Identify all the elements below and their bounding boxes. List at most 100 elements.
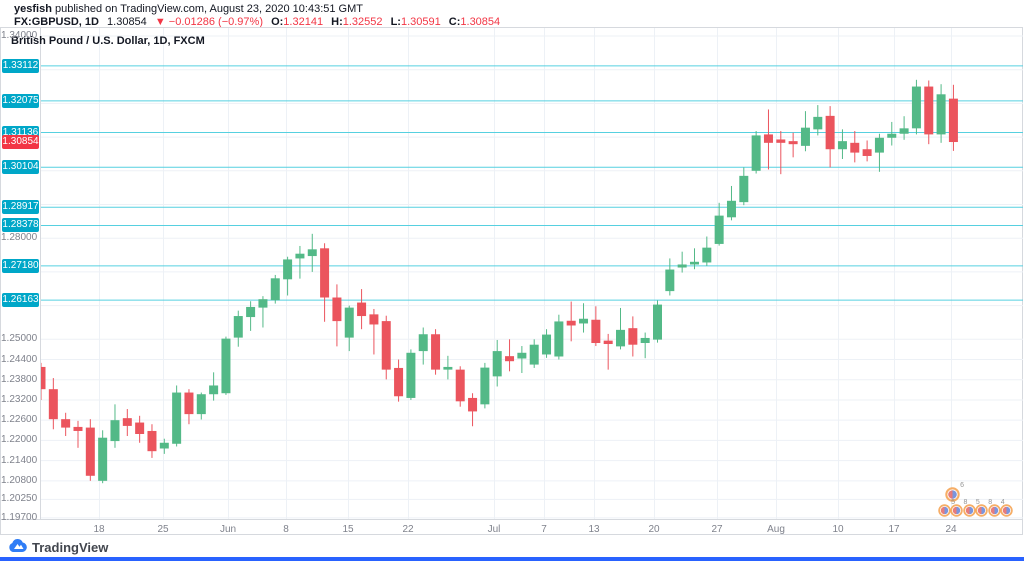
time-axis-tick: 25	[157, 524, 169, 535]
candle-body[interactable]	[369, 314, 379, 325]
candle-body[interactable]	[332, 297, 342, 322]
candle-body[interactable]	[209, 385, 219, 395]
candle-body[interactable]	[825, 115, 835, 150]
candle-body[interactable]	[714, 215, 724, 244]
high-value: 1.32552	[342, 16, 383, 28]
candle-body[interactable]	[850, 142, 860, 153]
candle-body[interactable]	[110, 420, 120, 442]
candle-body[interactable]	[899, 128, 909, 134]
candle-body[interactable]	[258, 299, 268, 308]
candle-body[interactable]	[61, 419, 71, 428]
price-axis-tick: 1.22600	[1, 414, 38, 426]
candle-body[interactable]	[616, 329, 626, 347]
candle-body[interactable]	[159, 442, 169, 449]
candle-body[interactable]	[381, 321, 391, 370]
idea-marker-icon: 5	[963, 499, 980, 517]
close-value: 1.30854	[460, 16, 501, 28]
candle-body[interactable]	[443, 366, 453, 370]
time-axis-tick: 13	[588, 524, 600, 535]
candle-body[interactable]	[418, 334, 428, 352]
idea-marker-icon: 4	[987, 499, 1005, 517]
candle-body[interactable]	[874, 137, 884, 153]
idea-marker-count: 5	[975, 499, 980, 506]
idea-marker-icon	[1000, 504, 1013, 517]
candle-body[interactable]	[468, 397, 478, 412]
candle-body[interactable]	[394, 367, 404, 397]
candle-body[interactable]	[196, 394, 206, 415]
candle-body[interactable]	[529, 344, 539, 365]
candle-body[interactable]	[653, 304, 662, 340]
candle-body[interactable]	[517, 352, 527, 359]
close-label: C:	[448, 16, 461, 28]
candlestick-plot-area[interactable]	[40, 28, 1023, 519]
candle-body[interactable]	[172, 392, 182, 444]
candle-body[interactable]	[948, 98, 958, 143]
candle-body[interactable]	[887, 133, 897, 138]
candle-body[interactable]	[184, 392, 194, 415]
candle-body[interactable]	[307, 249, 317, 257]
high-label: H:	[331, 16, 343, 28]
candle-body[interactable]	[813, 116, 823, 130]
candle-body[interactable]	[924, 86, 934, 135]
candle-body[interactable]	[665, 269, 675, 292]
candle-body[interactable]	[628, 328, 638, 345]
candle-body[interactable]	[936, 94, 946, 135]
candle-body[interactable]	[776, 139, 786, 143]
candle-body[interactable]	[455, 369, 465, 402]
candle-body[interactable]	[270, 278, 280, 301]
candle-body[interactable]	[122, 418, 132, 426]
candle-body[interactable]	[554, 321, 564, 357]
candle-body[interactable]	[788, 141, 798, 145]
candle-body[interactable]	[344, 307, 354, 338]
price-level-label: 1.33112	[2, 58, 39, 73]
candle-body[interactable]	[73, 426, 83, 431]
candle-body[interactable]	[480, 367, 490, 405]
candle-body[interactable]	[357, 302, 367, 317]
candle-body[interactable]	[221, 338, 231, 394]
byline: yesfish published on TradingView.com, Au…	[14, 3, 363, 15]
candle-body[interactable]	[726, 200, 736, 218]
candle-body[interactable]	[283, 259, 293, 280]
time-axis-tick: 20	[648, 524, 660, 535]
tradingview-footer-link[interactable]: TradingView	[8, 537, 108, 557]
candle-body[interactable]	[566, 320, 576, 326]
candle-body[interactable]	[147, 430, 157, 452]
candle-body[interactable]	[640, 337, 650, 344]
candle-body[interactable]	[135, 422, 145, 434]
candle-body[interactable]	[431, 334, 441, 370]
candle-body[interactable]	[492, 351, 502, 377]
candle-body[interactable]	[246, 306, 256, 318]
candle-body[interactable]	[406, 352, 416, 398]
candle-body[interactable]	[40, 366, 46, 390]
candle-body[interactable]	[751, 135, 761, 171]
candle-body[interactable]	[591, 319, 601, 344]
candle-body[interactable]	[233, 316, 243, 338]
price-axis-tick: 1.19700	[1, 511, 38, 523]
tradingview-brand-text: TradingView	[32, 539, 109, 555]
candle-body[interactable]	[579, 318, 589, 324]
idea-marker-count: 8	[988, 499, 993, 506]
price-level-label: 1.26163	[2, 293, 39, 308]
candle-body[interactable]	[542, 334, 552, 355]
candle-body[interactable]	[505, 356, 515, 362]
idea-marker-icon: 8	[975, 499, 992, 517]
pane-title: British Pound / U.S. Dollar, 1D, FXCM	[11, 35, 205, 47]
low-label: L:	[390, 16, 401, 28]
candle-body[interactable]	[295, 253, 305, 259]
candle-body[interactable]	[320, 248, 330, 298]
candle-body[interactable]	[98, 437, 108, 481]
time-axis-tick: Jun	[219, 524, 237, 535]
candle-body[interactable]	[739, 175, 749, 203]
candle-body[interactable]	[48, 389, 58, 420]
candle-body[interactable]	[702, 247, 712, 263]
candle-body[interactable]	[603, 340, 613, 345]
candle-body[interactable]	[677, 264, 687, 268]
candle-body[interactable]	[862, 149, 872, 156]
candle-body[interactable]	[837, 141, 847, 150]
candle-body[interactable]	[763, 134, 773, 143]
candle-body[interactable]	[689, 261, 699, 265]
time-axis-tick: 15	[342, 524, 354, 535]
candle-body[interactable]	[800, 127, 810, 146]
candle-body[interactable]	[911, 86, 921, 129]
candle-body[interactable]	[85, 427, 95, 476]
